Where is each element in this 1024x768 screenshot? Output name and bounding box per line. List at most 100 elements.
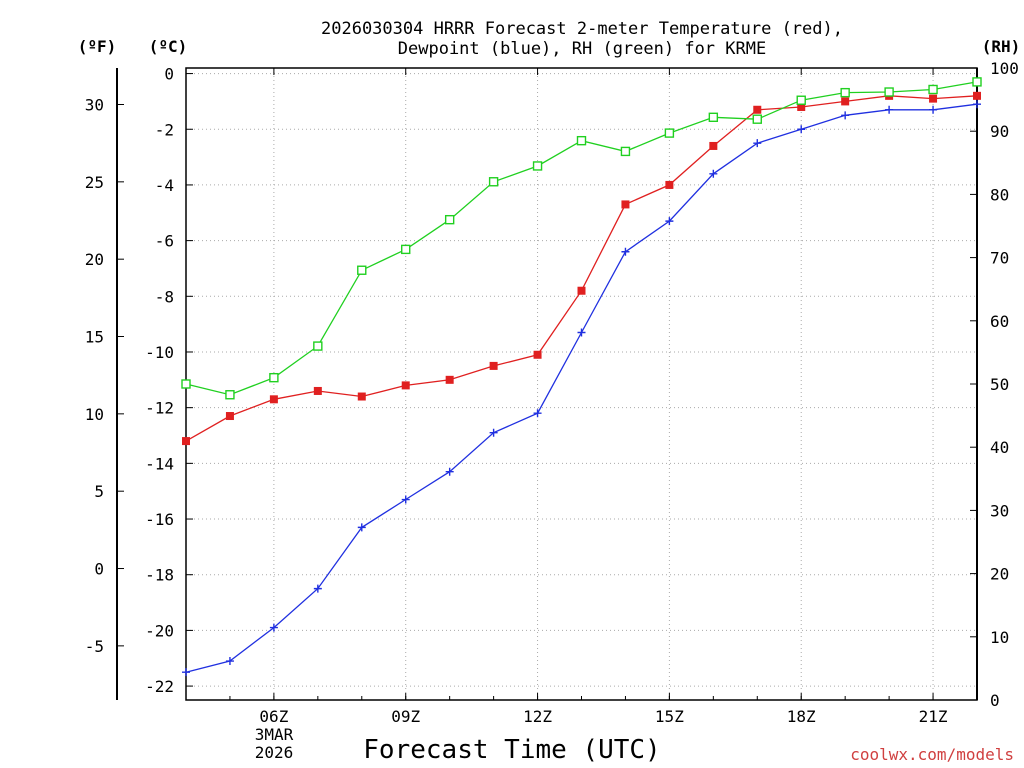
dewpoint-point [533, 409, 542, 418]
temperature-point [841, 97, 850, 106]
rh-point [401, 244, 411, 255]
temperature-point [577, 286, 586, 295]
dewpoint-point [709, 169, 718, 178]
dewpoint-point [313, 584, 322, 593]
celsius-tick-label: -8 [155, 287, 174, 306]
celsius-tick-label: -10 [145, 343, 174, 362]
x-tick-label: 06Z [259, 707, 288, 726]
dewpoint-point [753, 139, 762, 148]
rh-tick-label: 30 [990, 501, 1009, 520]
dewpoint-point [269, 623, 278, 632]
rh-tick-label: 80 [990, 185, 1009, 204]
rh-tick-label: 40 [990, 438, 1009, 457]
temperature-point [621, 200, 630, 209]
celsius-tick-label: -18 [145, 566, 174, 585]
fahrenheit-tick-label: 5 [94, 482, 104, 501]
dewpoint-point [665, 217, 674, 226]
temperature-point [489, 361, 498, 370]
x-tick-label: 21Z [919, 707, 948, 726]
dewpoint-point [445, 467, 454, 476]
plot-frame [185, 67, 978, 701]
dewpoint-point [797, 125, 806, 134]
rh-point [884, 87, 894, 97]
temperature-point [313, 386, 322, 395]
rh-point [796, 95, 806, 105]
fahrenheit-tick-label: 25 [85, 173, 104, 192]
credit-link[interactable]: coolwx.com/models [850, 745, 1014, 764]
temperature-point [665, 180, 674, 189]
dewpoint-point [225, 657, 234, 666]
dewpoint-point [841, 111, 850, 120]
temperature-point [357, 392, 366, 401]
fahrenheit-tick-label: 30 [85, 96, 104, 115]
x-axis-title: Forecast Time (UTC) [363, 735, 660, 765]
dewpoint-point [182, 668, 190, 677]
celsius-tick-label: -22 [145, 677, 174, 696]
rh-point [576, 135, 587, 146]
dewpoint-point [885, 105, 894, 114]
rh-tick-label: 10 [990, 628, 1009, 647]
rh-point [181, 379, 191, 389]
temperature-point [797, 102, 806, 111]
x-tick-label: 09Z [391, 707, 420, 726]
rh-tick-label: 50 [990, 375, 1009, 394]
rh-point [708, 112, 719, 122]
celsius-tick-label: -4 [155, 176, 174, 195]
dewpoint-point [577, 328, 586, 337]
celsius-tick-label: -14 [145, 454, 174, 473]
celsius-tick-label: -12 [145, 399, 174, 418]
rh-point [313, 341, 323, 351]
rh-tick-label: 100 [990, 59, 1019, 78]
rh-point [444, 214, 455, 225]
temperature-point [269, 395, 278, 404]
rh-point [532, 161, 543, 171]
celsius-tick-label: -20 [145, 621, 174, 640]
rh-tick-label: 20 [990, 565, 1009, 584]
rh-point [928, 84, 938, 95]
dewpoint-point [401, 495, 410, 504]
dewpoint-point [929, 105, 938, 114]
fahrenheit-tick-label: 20 [85, 250, 104, 269]
temperature-point [401, 381, 410, 390]
rh-tick-label: 0 [990, 691, 1000, 710]
fahrenheit-tick-label: 15 [85, 328, 104, 347]
grid-lines [186, 68, 977, 700]
rh-point [620, 146, 631, 157]
temperature-point [929, 94, 938, 103]
rh-point [488, 177, 499, 187]
fahrenheit-tick-label: 0 [94, 560, 104, 579]
axis-ticks: 06Z 09Z 12Z 15Z 18Z 21Z 0 -2 -4 -6 -8 -10 -12 -14 -16 -… [85, 59, 1019, 726]
rh-point [269, 372, 279, 383]
dewpoint-point [973, 100, 981, 109]
dewpoint-point [621, 247, 630, 256]
celsius-tick-label: -6 [155, 232, 174, 251]
temperature-series-line [185, 95, 978, 442]
temperature-point [973, 91, 981, 100]
fahrenheit-tick-label: -5 [85, 637, 104, 656]
celsius-axis-label: (ºC) [149, 37, 188, 56]
fahrenheit-tick-label: 10 [85, 405, 104, 424]
dewpoint-series-line [185, 103, 978, 673]
celsius-tick-label: -16 [145, 510, 174, 529]
x-tick-label: 18Z [787, 707, 816, 726]
temperature-point [533, 350, 542, 359]
data-series [181, 77, 982, 677]
dewpoint-point [489, 428, 498, 437]
temperature-point [445, 375, 454, 384]
chart-title-line1: 2026030304 HRRR Forecast 2-meter Tempera… [321, 19, 843, 39]
rh-point [225, 390, 235, 400]
rh-point [752, 114, 762, 124]
celsius-tick-label: -2 [155, 120, 174, 139]
rh-point [840, 87, 850, 98]
temperature-point [753, 105, 762, 114]
x-tick-label: 12Z [523, 707, 552, 726]
date-label-month: 3MAR [255, 725, 294, 744]
dewpoint-point [357, 523, 366, 532]
rh-tick-label: 90 [990, 122, 1009, 141]
temperature-point [709, 141, 718, 150]
date-label-year: 2026 [255, 743, 294, 762]
rh-point [664, 128, 675, 138]
temperature-point [225, 412, 234, 421]
fahrenheit-axis-label: (ºF) [78, 37, 117, 56]
